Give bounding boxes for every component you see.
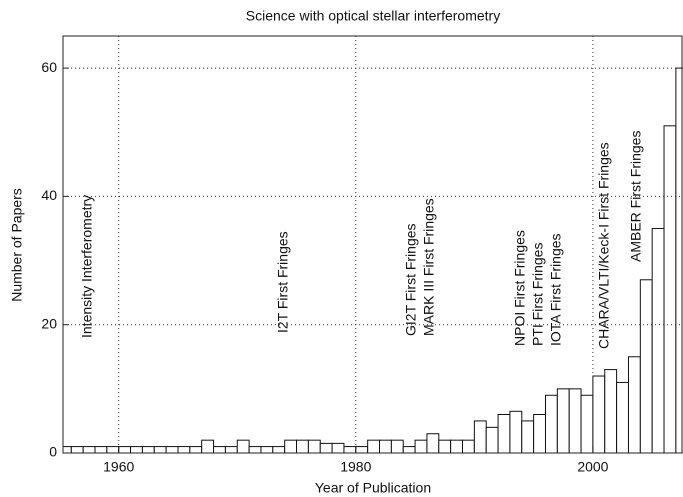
bar [272,446,286,453]
bar [580,394,594,453]
bar [70,446,84,453]
annotation: MARK III First Fringes [421,198,437,336]
bar [189,446,203,453]
bar [651,227,665,453]
bar [390,439,404,453]
bar [462,439,475,453]
bar [544,394,558,453]
annotation: Intensity Interferometry [79,195,95,338]
bar [556,388,570,453]
bar [438,439,452,453]
bar [284,439,298,453]
annotation: NPOI First Fringes [512,230,528,346]
bar [236,439,250,453]
bar [604,369,618,453]
bar [663,125,677,453]
bar [533,414,546,453]
x-tick-label: 2000 [577,459,608,475]
plot-area [63,67,683,453]
annotation: PTI First Fringes [530,243,546,346]
y-axis-label: Number of Papers [9,188,25,302]
y-tick-label: 0 [49,444,57,460]
bar [94,446,108,453]
x-tick-label: 1960 [103,459,134,475]
bar [153,446,167,453]
bar [224,446,238,453]
bar [450,439,464,453]
plot-frame [62,35,683,454]
bar [616,381,629,453]
bar [521,420,535,453]
bar [319,442,333,453]
bar [485,426,499,453]
bar [106,446,120,453]
bar [307,439,321,453]
x-axis-label: Year of Publication [315,480,431,496]
bar [367,439,381,453]
annotation: CHARA/VLTI/Keck-I First Fringes [596,142,612,349]
bar [414,439,428,453]
annotation: I2T First Fringes [275,231,291,333]
chart-title: Science with optical stellar interferome… [246,8,500,24]
bar [165,446,179,453]
bar [639,279,653,453]
bar [213,446,226,453]
bar [248,446,262,453]
bar [260,446,274,453]
bar [627,356,641,453]
bar [82,446,96,453]
bar [426,433,440,453]
y-tick-label: 20 [41,315,57,331]
bar [497,414,511,453]
bar [118,446,132,453]
y-tick-label: 40 [41,187,57,203]
bar [509,410,523,453]
y-tick-label: 60 [41,59,57,75]
bar [568,388,582,453]
bar [355,446,369,453]
bar [402,446,416,453]
bar [201,439,215,453]
bar [296,439,309,453]
x-tick-label: 1980 [340,459,371,475]
bar [130,446,143,453]
bar [343,446,357,453]
bar [177,446,191,453]
annotation: IOTA First Fringes [548,233,564,346]
bar [63,446,72,453]
bar [473,420,487,453]
annotation: GI2T First Fringes [403,223,419,336]
bar [592,375,606,453]
bar [331,442,345,453]
annotation: AMBER First Fringes [628,131,644,262]
bar [141,446,155,453]
bar [379,439,392,453]
